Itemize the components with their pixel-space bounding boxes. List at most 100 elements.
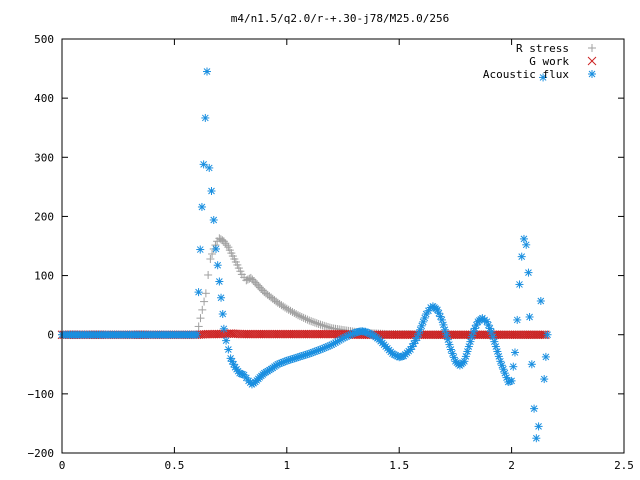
legend-symbol — [588, 44, 596, 52]
data-point — [322, 322, 331, 331]
data-point — [487, 327, 496, 336]
legend-marker — [587, 56, 597, 66]
data-point — [519, 234, 528, 243]
data-point — [213, 261, 222, 270]
x-tick-label: 1.5 — [389, 459, 409, 472]
data-point — [194, 288, 203, 297]
legend-label: G work — [529, 55, 569, 68]
data-point — [463, 347, 472, 356]
y-tick-label: −100 — [28, 388, 55, 401]
data-point — [198, 305, 207, 314]
x-tick-label: 1 — [283, 459, 290, 472]
data-point — [219, 324, 228, 333]
data-point — [461, 352, 470, 361]
data-point — [510, 348, 519, 357]
data-point — [524, 268, 533, 277]
data-point — [499, 365, 508, 374]
data-point — [211, 244, 220, 253]
y-tick-label: 400 — [34, 92, 54, 105]
data-point — [199, 160, 208, 169]
x-tick-label: 0.5 — [164, 459, 184, 472]
data-point — [297, 312, 306, 321]
data-point — [513, 315, 522, 324]
data-point — [294, 311, 303, 320]
data-point — [539, 73, 548, 82]
legend-marker — [588, 70, 596, 78]
data-point — [202, 67, 211, 76]
chart-title: m4/n1.5/q2.0/r-+.30-j78/M25.0/256 — [231, 12, 450, 25]
y-tick-label: 100 — [34, 270, 54, 283]
data-point — [200, 297, 209, 306]
data-point — [515, 280, 524, 289]
data-point — [295, 312, 304, 321]
series-0 — [58, 234, 550, 339]
data-point — [439, 320, 448, 329]
data-point — [305, 316, 314, 325]
data-point — [536, 297, 545, 306]
data-point — [509, 362, 518, 371]
data-point — [532, 434, 541, 443]
data-point — [484, 321, 493, 330]
legend-marker — [588, 44, 596, 52]
x-axis: 0 0.5 1 1.5 2 2.5 — [59, 39, 634, 472]
data-point — [482, 317, 491, 326]
series-2 — [58, 67, 552, 443]
data-point — [470, 324, 479, 333]
data-point — [493, 347, 502, 356]
data-point — [434, 309, 443, 318]
y-tick-label: 0 — [47, 329, 54, 342]
data-point — [320, 321, 329, 330]
data-point — [443, 335, 452, 344]
data-point — [307, 317, 316, 326]
data-point — [201, 289, 210, 298]
data-point — [414, 329, 423, 338]
data-point — [192, 330, 201, 339]
y-tick-label: 500 — [34, 33, 54, 46]
data-point — [222, 241, 231, 250]
legend-label: R stress — [516, 42, 569, 55]
data-point — [543, 330, 552, 339]
data-point — [303, 315, 312, 324]
data-point — [469, 327, 478, 336]
data-point — [419, 317, 428, 326]
data-point — [490, 337, 499, 346]
data-point — [420, 313, 429, 322]
data-point — [485, 324, 494, 333]
data-point — [316, 320, 325, 329]
y-tick-label: −200 — [28, 447, 55, 460]
data-point — [460, 357, 469, 366]
data-point — [224, 345, 233, 354]
data-point — [539, 330, 548, 340]
data-point — [205, 163, 214, 172]
y-axis: 500 400 300 200 100 0 −100 −200 — [28, 33, 624, 460]
data-point — [540, 375, 549, 384]
data-point — [314, 319, 323, 328]
data-point — [491, 342, 500, 351]
legend-label: Acoustic flux — [483, 68, 569, 81]
data-point — [530, 404, 539, 413]
data-point — [309, 317, 318, 326]
data-point — [299, 313, 308, 322]
y-tick-label: 200 — [34, 210, 54, 223]
y-tick-label: 300 — [34, 151, 54, 164]
data-point — [534, 422, 543, 431]
data-point — [445, 340, 454, 349]
data-point — [206, 255, 215, 264]
data-point — [448, 349, 457, 358]
data-point — [440, 325, 449, 334]
data-point — [522, 240, 531, 249]
data-point — [204, 270, 213, 279]
data-point — [466, 337, 475, 346]
data-point — [318, 321, 327, 330]
data-point — [197, 202, 206, 211]
x-tick-label: 2 — [508, 459, 515, 472]
data-point — [433, 305, 442, 314]
data-point — [436, 312, 445, 321]
data-point — [507, 376, 516, 385]
data-point — [324, 323, 333, 332]
data-point — [209, 215, 218, 224]
plot-frame — [61, 38, 625, 454]
data-point — [194, 322, 203, 331]
